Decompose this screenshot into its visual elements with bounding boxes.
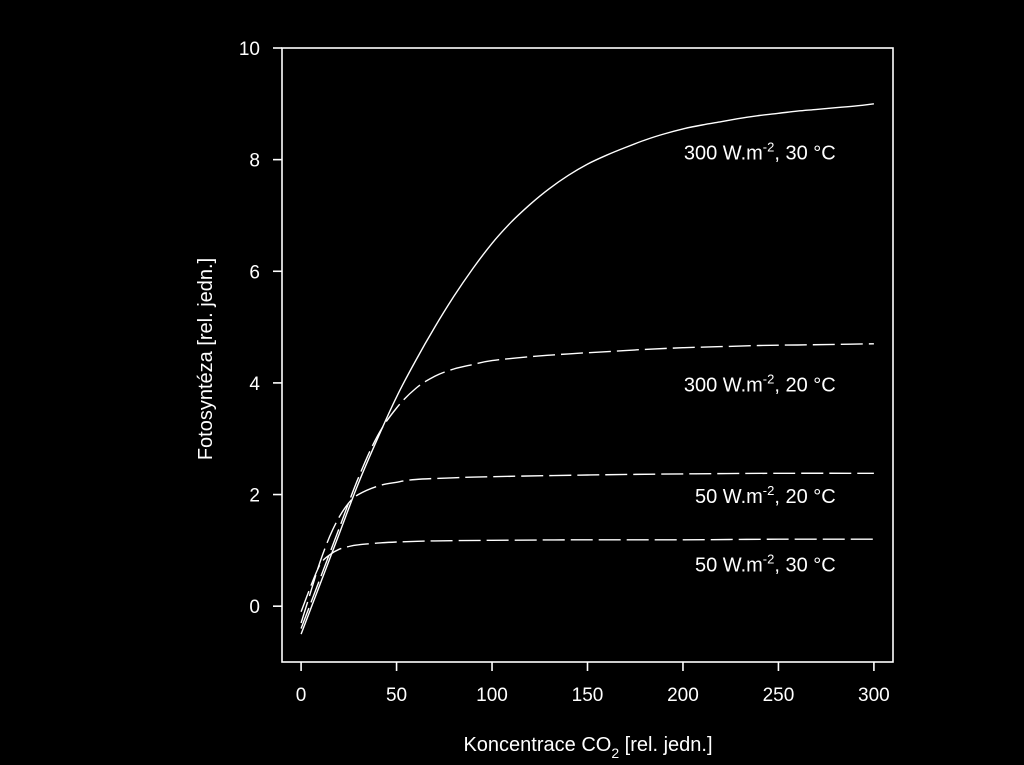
x-axis-title-subscript: 2 (611, 745, 619, 761)
x-axis-title-rest: [rel. jedn.] (619, 734, 712, 756)
series-line-3 (300, 472, 874, 624)
series-label-suffix: , 30 °C (774, 555, 835, 577)
y-tick-label: 6 (249, 262, 260, 283)
y-tick-label: 4 (249, 374, 260, 395)
series-label-4: 50 W.m-2, 30 °C (695, 552, 836, 577)
y-tick-label: 2 (249, 486, 260, 507)
series-label-superscript: -2 (763, 371, 775, 386)
series-label-prefix: 50 W.m (695, 555, 763, 577)
x-tick-label: 300 (858, 685, 890, 706)
x-tick-label: 250 (763, 685, 795, 706)
series-line-2 (300, 343, 874, 629)
y-axis-title: Fotosyntéza [rel. jedn.] (195, 258, 217, 460)
x-axis-title: Koncentrace CO2 [rel. jedn.] (463, 734, 712, 761)
y-tick-label: 10 (239, 39, 260, 60)
series-label-superscript: -2 (763, 552, 775, 567)
series-line-1 (300, 103, 874, 635)
x-axis-title-main: Koncentrace CO (463, 734, 611, 756)
series-label-suffix: , 30 °C (774, 143, 835, 165)
x-tick-label: 50 (386, 685, 407, 706)
series-label-1: 300 W.m-2, 30 °C (684, 140, 836, 165)
series-label-prefix: 300 W.m (684, 374, 763, 396)
series-label-superscript: -2 (763, 140, 775, 155)
series-label-3: 50 W.m-2, 20 °C (695, 483, 836, 508)
x-tick-label: 200 (667, 685, 699, 706)
series-label-prefix: 50 W.m (695, 486, 763, 508)
x-tick-label: 150 (572, 685, 604, 706)
series-line-4 (300, 538, 874, 613)
y-tick-label: 0 (249, 597, 260, 618)
x-tick-label: 0 (296, 685, 307, 706)
x-tick-label: 100 (476, 685, 508, 706)
series-label-suffix: , 20 °C (774, 374, 835, 396)
y-tick-label: 8 (249, 151, 260, 172)
series-label-suffix: , 20 °C (774, 486, 835, 508)
series-label-2: 300 W.m-2, 20 °C (684, 371, 836, 396)
series-label-superscript: -2 (763, 483, 775, 498)
series-label-prefix: 300 W.m (684, 143, 763, 165)
